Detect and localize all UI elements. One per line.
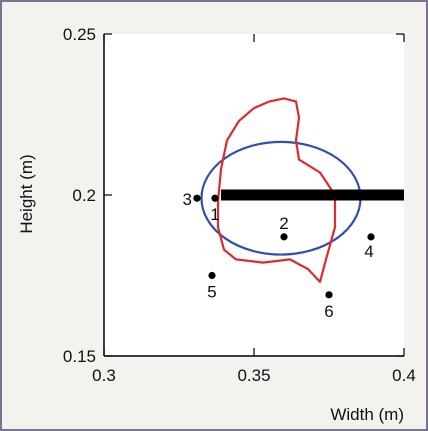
plot-content: 1 2 3 4 5 6 [104,34,404,356]
data-point-5 [208,271,216,280]
point-label-6: 6 [324,302,333,321]
y-tick-label: 0.25 [63,25,96,44]
point-label-2: 2 [279,214,288,233]
y-tick-label: 0.15 [63,347,96,366]
red-contour [216,97,337,283]
point-label-3: 3 [183,190,192,209]
x-tick-label: 0.3 [92,366,116,385]
data-point-2 [280,233,288,241]
tick-labels: 0.3 0.35 0.4 0.15 0.2 0.25 [63,25,416,385]
point-label-1: 1 [210,205,219,224]
data-point-1 [211,194,219,202]
data-point-3 [193,194,201,202]
y-tick-label: 0.2 [72,186,96,205]
point-label-5: 5 [207,283,216,302]
y-axis-label: Height (m) [17,154,36,233]
data-point-6 [325,291,333,299]
x-axis-label: Width (m) [330,405,404,424]
x-tick-label: 0.35 [237,366,270,385]
data-point-4 [367,233,375,241]
point-label-4: 4 [364,242,373,261]
x-tick-label: 0.4 [392,366,416,385]
plot-axes [103,33,405,357]
